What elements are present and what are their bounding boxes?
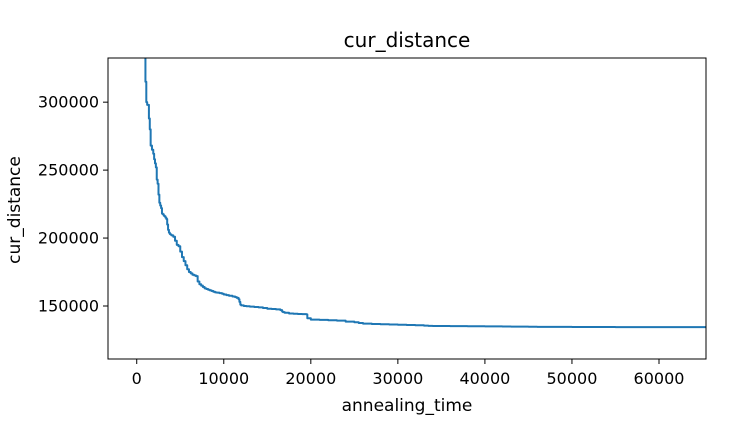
y-axis: 150000 200000 250000 300000 bbox=[38, 93, 108, 316]
plot-area bbox=[144, 58, 706, 329]
y-tick-label: 250000 bbox=[38, 161, 99, 180]
x-tick-label: 20000 bbox=[285, 369, 336, 388]
plot-frame bbox=[107, 57, 707, 360]
series-line bbox=[144, 58, 706, 329]
y-axis-label: cur_distance bbox=[5, 156, 25, 264]
x-tick-label: 0 bbox=[132, 369, 142, 388]
y-tick-label: 300000 bbox=[38, 93, 99, 112]
y-tick-label: 150000 bbox=[38, 297, 99, 316]
x-tick-label: 10000 bbox=[198, 369, 249, 388]
x-tick-label: 50000 bbox=[546, 369, 597, 388]
x-axis-label: annealing_time bbox=[342, 396, 473, 416]
x-tick-label: 30000 bbox=[372, 369, 423, 388]
y-tick-label: 200000 bbox=[38, 229, 99, 248]
x-axis: 0 10000 20000 30000 40000 50000 60000 bbox=[132, 359, 685, 388]
x-tick-label: 40000 bbox=[459, 369, 510, 388]
chart-title: cur_distance bbox=[344, 28, 471, 52]
x-tick-label: 60000 bbox=[634, 369, 685, 388]
